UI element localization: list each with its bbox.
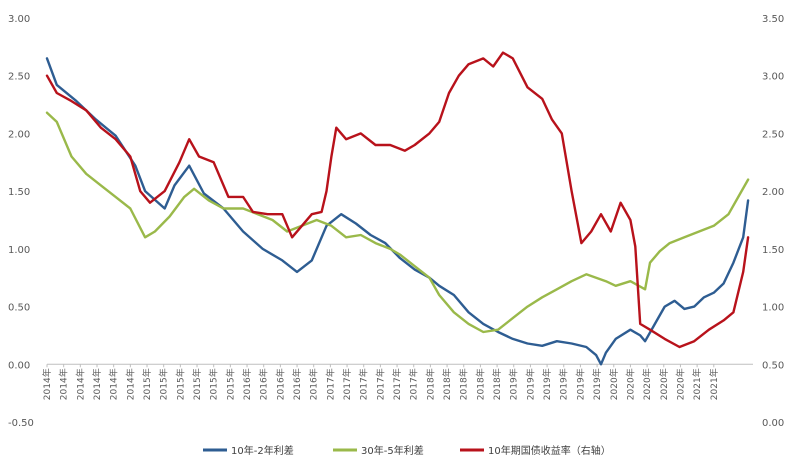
x-axis-ticks: 2014年 2014年 2014年 2014年 2014年 2014年 2015年 2015年… — [41, 364, 720, 400]
x-tick-label: 2020年 — [674, 368, 686, 400]
x-tick-label: 2021年 — [708, 368, 720, 400]
x-tick-label: 2017年 — [391, 368, 403, 400]
x-tick-label: 2016年 — [274, 368, 286, 400]
x-tick-label: 2019年 — [541, 368, 553, 400]
x-tick-label: 2018年 — [424, 368, 436, 400]
left-tick-label: 2.50 — [8, 72, 30, 83]
x-tick-label: 2014年 — [74, 368, 86, 400]
right-tick-label: 0.50 — [762, 360, 784, 371]
left-tick-label: 0.00 — [8, 360, 30, 371]
x-tick-label: 2016年 — [291, 368, 303, 400]
right-axis-ticks: 3.50 3.00 2.50 2.00 1.50 1.00 0.50 0.00 — [762, 14, 784, 429]
x-tick-label: 2015年 — [141, 368, 153, 400]
left-tick-label: 1.50 — [8, 187, 30, 198]
right-tick-label: 1.50 — [762, 245, 784, 256]
left-tick-label: 0.50 — [8, 303, 30, 314]
x-tick-label: 2015年 — [208, 368, 220, 400]
x-tick-label: 2020年 — [608, 368, 620, 400]
x-tick-label: 2021年 — [691, 368, 703, 400]
series-line-3 — [45, 51, 750, 349]
x-tick-label: 2019年 — [508, 368, 520, 400]
right-tick-label: 3.50 — [762, 14, 784, 25]
x-tick-label: 2016年 — [241, 368, 253, 400]
x-tick-label: 2019年 — [574, 368, 586, 400]
x-tick-label: 2017年 — [324, 368, 336, 400]
right-tick-label: 2.00 — [762, 187, 784, 198]
legend-label: 10年期国债收益率（右轴） — [488, 444, 611, 457]
x-tick-label: 2014年 — [91, 368, 103, 400]
x-tick-label: 2016年 — [308, 368, 320, 400]
right-tick-label: 3.00 — [762, 72, 784, 83]
x-tick-label: 2018年 — [458, 368, 470, 400]
right-tick-label: 1.00 — [762, 303, 784, 314]
left-tick-label: -0.50 — [8, 418, 34, 429]
x-tick-label: 2017年 — [341, 368, 353, 400]
x-tick-label: 2019年 — [591, 368, 603, 400]
x-tick-label: 2018年 — [474, 368, 486, 400]
x-tick-label: 2020年 — [641, 368, 653, 400]
x-tick-label: 2017年 — [408, 368, 420, 400]
chart-legend: 10年-2年利差 30年-5年利差 10年期国债收益率（右轴） — [203, 444, 611, 457]
x-tick-label: 2015年 — [191, 368, 203, 400]
x-tick-label: 2014年 — [41, 368, 53, 400]
x-tick-label: 2017年 — [374, 368, 386, 400]
left-axis-ticks: 3.00 2.50 2.00 1.50 1.00 0.50 0.00 -0.50 — [8, 14, 34, 429]
x-tick-label: 2020年 — [624, 368, 636, 400]
series-line-1 — [45, 57, 750, 366]
x-tick-label: 2015年 — [174, 368, 186, 400]
x-tick-label: 2015年 — [158, 368, 170, 400]
legend-label: 10年-2年利差 — [231, 444, 294, 457]
series-line-2 — [45, 111, 750, 334]
legend-label: 30年-5年利差 — [361, 444, 424, 457]
right-tick-label: 2.50 — [762, 129, 784, 140]
x-tick-label: 2019年 — [558, 368, 570, 400]
x-tick-label: 2019年 — [524, 368, 536, 400]
x-tick-label: 2014年 — [108, 368, 120, 400]
x-tick-label: 2020年 — [658, 368, 670, 400]
x-tick-label: 2016年 — [258, 368, 270, 400]
x-tick-label: 2014年 — [58, 368, 70, 400]
right-tick-label: 0.00 — [762, 418, 784, 429]
x-tick-label: 2015年 — [224, 368, 236, 400]
x-tick-label: 2014年 — [124, 368, 136, 400]
x-tick-label: 2017年 — [358, 368, 370, 400]
series-lines — [45, 51, 750, 366]
x-tick-label: 2018年 — [441, 368, 453, 400]
left-tick-label: 2.00 — [8, 129, 30, 140]
x-tick-label: 2018年 — [491, 368, 503, 400]
left-tick-label: 3.00 — [8, 14, 30, 25]
left-tick-label: 1.00 — [8, 245, 30, 256]
